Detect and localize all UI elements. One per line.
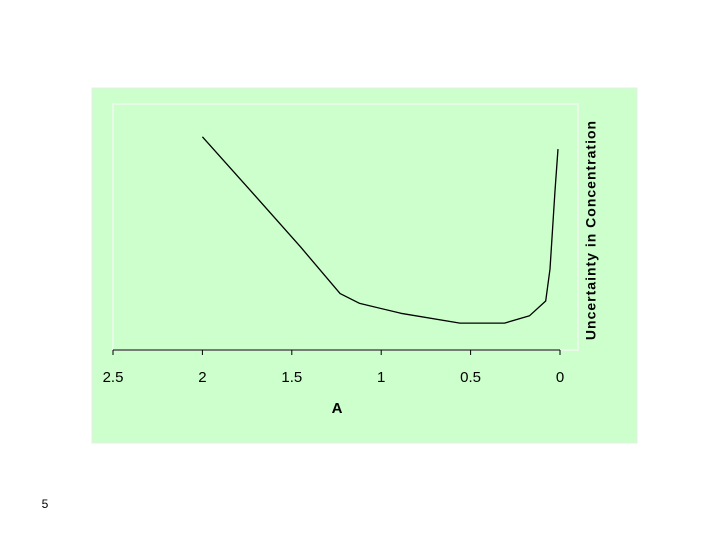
x-tick-label: 0 [556,369,564,386]
x-tick-label: 1.5 [281,369,302,386]
y-axis-label: Uncertainty in Concentration [583,120,599,340]
x-tick-label: 1 [377,369,385,386]
x-tick-label: 2.5 [103,369,124,386]
x-axis-label: A [332,400,343,417]
plot-area [112,103,579,351]
x-tick-label: 0.5 [460,369,481,386]
slide-number: 5 [42,497,49,511]
data-line [201,136,559,324]
x-tick-label: 2 [198,369,206,386]
